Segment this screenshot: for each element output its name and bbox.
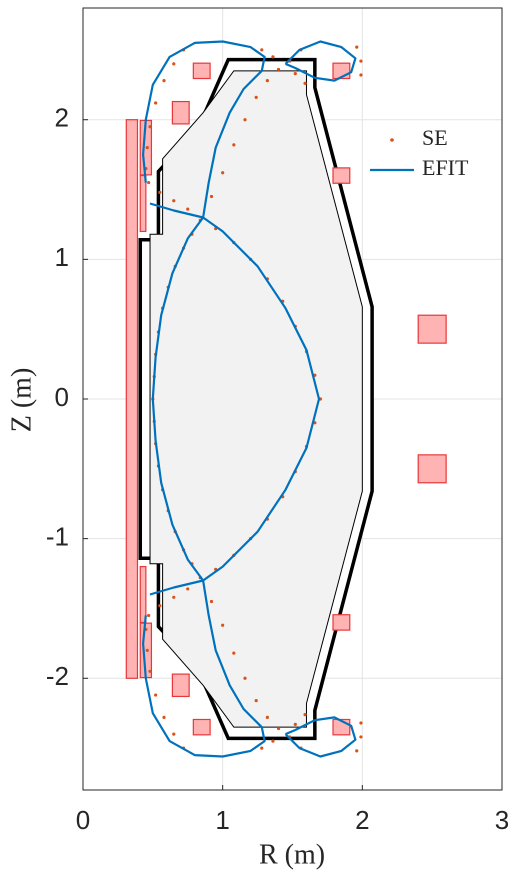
se-point <box>271 55 275 59</box>
se-point <box>359 721 363 725</box>
y-tick-label: -2 <box>46 661 69 691</box>
se-point <box>145 146 149 150</box>
coil <box>332 614 351 631</box>
se-point <box>265 79 269 83</box>
coil <box>332 167 351 184</box>
coil <box>192 718 211 736</box>
legend-marker <box>390 138 394 142</box>
se-point <box>148 125 152 129</box>
x-tick-label: 3 <box>495 805 509 835</box>
se-point <box>147 613 151 618</box>
se-point <box>145 648 149 652</box>
se-point <box>162 715 166 719</box>
se-point <box>172 62 176 66</box>
se-point <box>221 171 225 175</box>
se-point <box>359 73 363 77</box>
se-point <box>162 79 166 83</box>
se-point <box>303 712 307 717</box>
coil <box>192 62 211 80</box>
coil <box>417 314 447 344</box>
se-point <box>209 599 214 604</box>
se-point <box>158 604 162 608</box>
se-point <box>260 48 264 52</box>
se-point <box>147 180 151 185</box>
se-point <box>221 623 225 627</box>
se-point <box>172 199 176 203</box>
legend-label: EFIT <box>422 155 469 180</box>
coil <box>171 100 190 125</box>
se-point <box>243 676 247 680</box>
se-point <box>276 67 281 72</box>
y-tick-label: 2 <box>55 103 69 133</box>
se-point <box>158 190 162 194</box>
se-point <box>172 732 176 736</box>
se-point <box>293 72 297 76</box>
efit-line <box>142 40 357 758</box>
x-axis-label: R (m) <box>259 839 325 870</box>
se-point <box>271 739 275 743</box>
se-point <box>209 194 214 199</box>
y-tick-label: 1 <box>55 242 69 272</box>
y-axis-label: Z (m) <box>6 368 37 433</box>
y-tick-label: 0 <box>55 382 69 412</box>
se-point <box>232 651 236 655</box>
x-tick-label: 0 <box>76 805 90 835</box>
inner-wall <box>149 70 363 728</box>
se-point <box>186 587 190 591</box>
se-point <box>243 118 247 122</box>
se-point <box>232 143 236 147</box>
se-point <box>359 735 363 739</box>
se-point <box>254 699 258 703</box>
coil <box>139 565 147 624</box>
x-tick-label: 2 <box>355 805 369 835</box>
se-point <box>186 207 190 211</box>
legend-label: SE <box>422 125 448 150</box>
se-point <box>260 746 264 750</box>
coil <box>139 174 147 233</box>
se-point <box>276 726 281 731</box>
y-tick-label: -1 <box>46 522 69 552</box>
se-point <box>293 722 297 726</box>
se-point <box>172 595 176 599</box>
se-point <box>359 59 363 63</box>
se-point <box>154 693 158 697</box>
se-point <box>265 715 269 719</box>
plot-frame <box>82 7 503 791</box>
coil <box>125 119 139 679</box>
se-point <box>355 45 359 49</box>
se-point <box>254 95 258 99</box>
coil <box>417 454 447 484</box>
se-point <box>154 101 158 105</box>
x-tick-label: 1 <box>215 805 229 835</box>
se-point <box>303 81 307 86</box>
coil <box>171 673 190 698</box>
se-point <box>148 669 152 673</box>
se-point <box>355 749 359 753</box>
